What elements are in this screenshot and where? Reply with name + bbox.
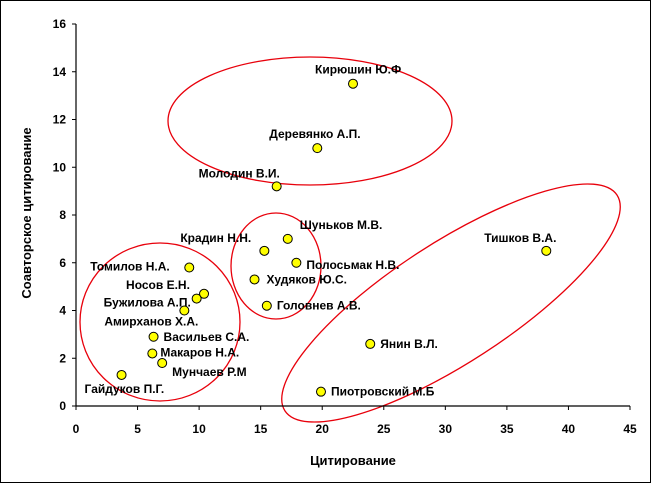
y-tick-label: 14 (53, 65, 67, 79)
point-labels: Кирюшин Ю.Ф Деревянко А.П. Молодин В.И. Шун… (85, 63, 557, 399)
data-points (116, 78, 552, 397)
x-tick-label: 10 (192, 422, 206, 436)
data-point (291, 257, 302, 268)
x-tick-label: 5 (134, 422, 141, 436)
data-point (199, 288, 210, 299)
point-label: Головнев А.В. (277, 299, 361, 313)
point-label: Макаров Н.А. (160, 345, 239, 359)
point-label: Тишков В.А. (484, 231, 556, 245)
data-point (116, 369, 127, 380)
data-point (365, 338, 376, 349)
point-label: Носов Е.Н. (126, 278, 190, 292)
data-point (184, 262, 195, 273)
y-axis-title: Соавторское цитирование (19, 127, 34, 298)
point-label: Амирханов Х.А. (104, 315, 198, 329)
point-label: Томилов Н.А. (90, 260, 170, 274)
data-point (147, 348, 158, 359)
cluster-ellipse-left (79, 242, 241, 402)
point-label: Худяков Ю.С. (267, 272, 347, 286)
axes: 0 5 10 15 20 25 30 35 40 45 0 2 4 6 8 10 12 14 16 (53, 17, 637, 436)
x-tick-label: 30 (439, 422, 453, 436)
point-label: Мунчаев Р.М (172, 365, 246, 379)
data-point (179, 305, 190, 316)
data-point (259, 245, 270, 256)
point-label: Деревянко А.П. (269, 127, 360, 141)
cluster-ellipse-top (167, 56, 453, 186)
point-label: Крадин Н.Н. (180, 231, 251, 245)
point-label: Кирюшин Ю.Ф (315, 63, 401, 77)
point-label: Молодин В.И. (199, 166, 280, 180)
x-tick-label: 0 (73, 422, 80, 436)
y-tick-label: 2 (59, 351, 66, 365)
point-label: Гайдуков П.Г. (85, 382, 165, 396)
x-tick-label: 45 (623, 422, 637, 436)
y-tick-label: 16 (53, 17, 67, 31)
x-tick-label: 40 (562, 422, 576, 436)
cluster-ellipse-middle (230, 212, 322, 320)
data-point (249, 274, 260, 285)
y-tick-label: 6 (59, 256, 66, 270)
y-tick-label: 4 (59, 304, 66, 318)
data-point (261, 300, 272, 311)
point-label: Янин В.Л. (380, 337, 438, 351)
data-point (312, 143, 323, 154)
x-tick-label: 20 (316, 422, 330, 436)
x-tick-label: 35 (500, 422, 514, 436)
point-label: Васильев С.А. (164, 330, 250, 344)
x-axis-title: Цитирование (310, 453, 396, 468)
point-label: Пиотровский М.Б (331, 385, 435, 399)
x-tick-label: 15 (254, 422, 268, 436)
y-tick-label: 12 (53, 113, 67, 127)
data-point (148, 331, 159, 342)
data-point (315, 386, 326, 397)
data-point (191, 293, 202, 304)
cluster-ellipse-right (281, 183, 621, 423)
point-label: Полосьмак Н.В. (306, 258, 399, 272)
data-point (541, 245, 552, 256)
y-tick-label: 8 (59, 208, 66, 222)
y-tick-label: 0 (59, 399, 66, 413)
data-point (348, 78, 358, 89)
y-tick-label: 10 (53, 160, 67, 174)
x-tick-label: 25 (377, 422, 391, 436)
data-point (157, 358, 168, 369)
data-point (271, 181, 282, 192)
data-point (282, 233, 293, 244)
cluster-ellipses (79, 56, 621, 423)
point-label: Бужилова А.П. (104, 296, 191, 310)
point-label: Шуньков М.В. (300, 218, 383, 232)
